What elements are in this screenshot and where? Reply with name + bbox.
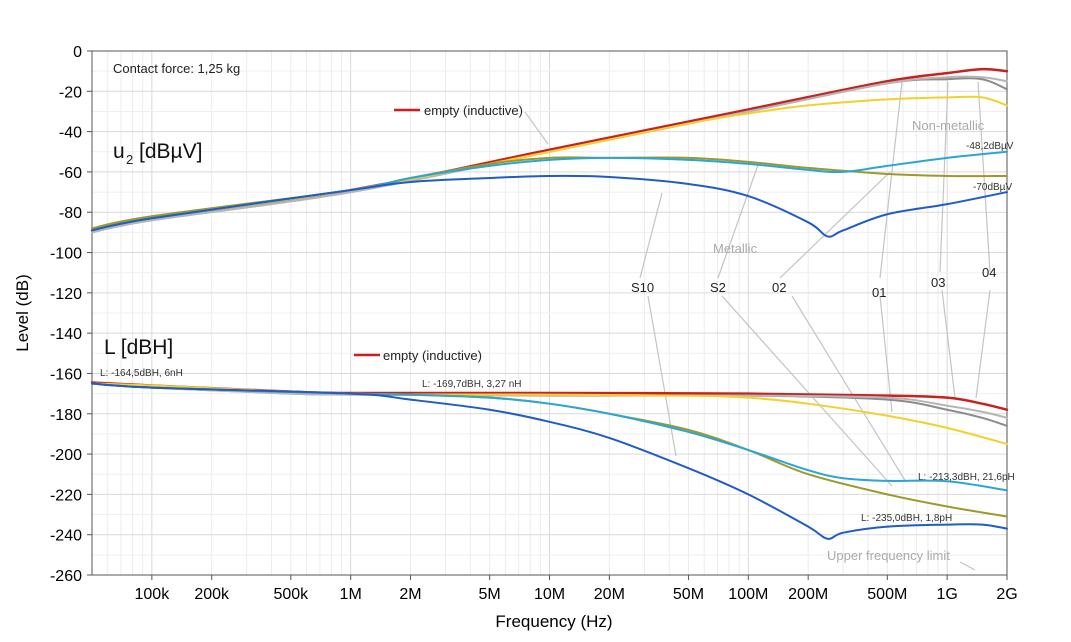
y-tick-label: -120 xyxy=(50,286,82,303)
series-line-u2-s10 xyxy=(91,174,1008,238)
x-axis-ticks: 100k 200k 500k 1M 2M 5M 10M 20M 50M 100M 200M 500M 1… xyxy=(135,575,1018,603)
x-tick-label: 1M xyxy=(340,586,362,603)
L-panel-title: L [dBH] xyxy=(104,336,173,359)
upper-frequency-limit-label: Upper frequency limit xyxy=(827,548,950,563)
contact-force-label: Contact force: 1,25 kg xyxy=(113,61,240,76)
x-tick-label: 200k xyxy=(194,586,230,603)
curve-label-03: 03 xyxy=(931,275,945,290)
L-value-label-213: L: -213,3dBH, 21,6pH xyxy=(918,472,1015,483)
series-layer xyxy=(90,67,1009,540)
x-tick-label: 2G xyxy=(996,586,1017,603)
y-tick-label: -40 xyxy=(59,125,82,142)
x-tick-label: 20M xyxy=(594,586,625,603)
x-tick-label: 1G xyxy=(936,586,957,603)
x-tick-label: 200M xyxy=(788,586,828,603)
y-tick-label: -180 xyxy=(50,407,82,424)
legend-empty-u2-label: empty (inductive) xyxy=(424,103,523,118)
x-tick-label: 100k xyxy=(135,586,171,603)
y-axis-ticks: 0 -20 -40 -60 -80 -100 -120 -140 -160 -180 -200 -22… xyxy=(50,44,92,585)
x-tick-label: 50M xyxy=(673,586,704,603)
y-axis-title: Level (dB) xyxy=(13,274,32,351)
leader-lines xyxy=(524,81,991,571)
curve-label-01: 01 xyxy=(872,285,886,300)
u2-panel-unit: [dBµV] xyxy=(139,140,202,163)
grid-lines xyxy=(91,50,1008,576)
legend-empty-L-label: empty (inductive) xyxy=(383,348,482,363)
x-tick-label: 500k xyxy=(273,586,309,603)
y-tick-label: -260 xyxy=(50,568,82,585)
y-tick-label: -140 xyxy=(50,326,82,343)
u2-panel-title: u xyxy=(113,140,125,163)
x-tick-label: 10M xyxy=(534,586,565,603)
L-value-label-164: L: -164,5dBH, 6nH xyxy=(100,368,183,379)
x-tick-label: 100M xyxy=(728,586,768,603)
u2-panel-subscript: 2 xyxy=(126,152,133,167)
L-value-label-169: L: -169,7dBH, 3,27 nH xyxy=(422,379,522,390)
non-metallic-label: Non-metallic xyxy=(912,118,985,133)
y-tick-label: -80 xyxy=(59,205,82,222)
L-value-label-235: L: -235,0dBH, 1,8pH xyxy=(861,513,952,524)
metallic-label: Metallic xyxy=(713,241,758,256)
y-tick-label: -60 xyxy=(59,165,82,182)
y-tick-label: -100 xyxy=(50,246,82,263)
y-tick-label: -20 xyxy=(59,84,82,101)
y-tick-label: -160 xyxy=(50,366,82,383)
value-label-48: -48,2dBµV xyxy=(966,141,1014,152)
y-tick-label: -200 xyxy=(50,447,82,464)
x-tick-label: 500M xyxy=(867,586,907,603)
x-tick-label: 2M xyxy=(399,586,421,603)
curve-label-S2: S2 xyxy=(710,280,726,295)
x-tick-label: 5M xyxy=(479,586,501,603)
curve-label-04: 04 xyxy=(982,265,996,280)
y-tick-label: -240 xyxy=(50,528,82,545)
series-line-l-s10 xyxy=(91,382,1008,540)
curve-label-02: 02 xyxy=(772,280,786,295)
value-label-70: -70dBµV xyxy=(973,182,1012,193)
x-axis-title: Frequency (Hz) xyxy=(495,612,612,631)
y-tick-label: 0 xyxy=(73,44,82,61)
curve-label-S10: S10 xyxy=(631,280,654,295)
y-tick-label: -220 xyxy=(50,487,82,504)
